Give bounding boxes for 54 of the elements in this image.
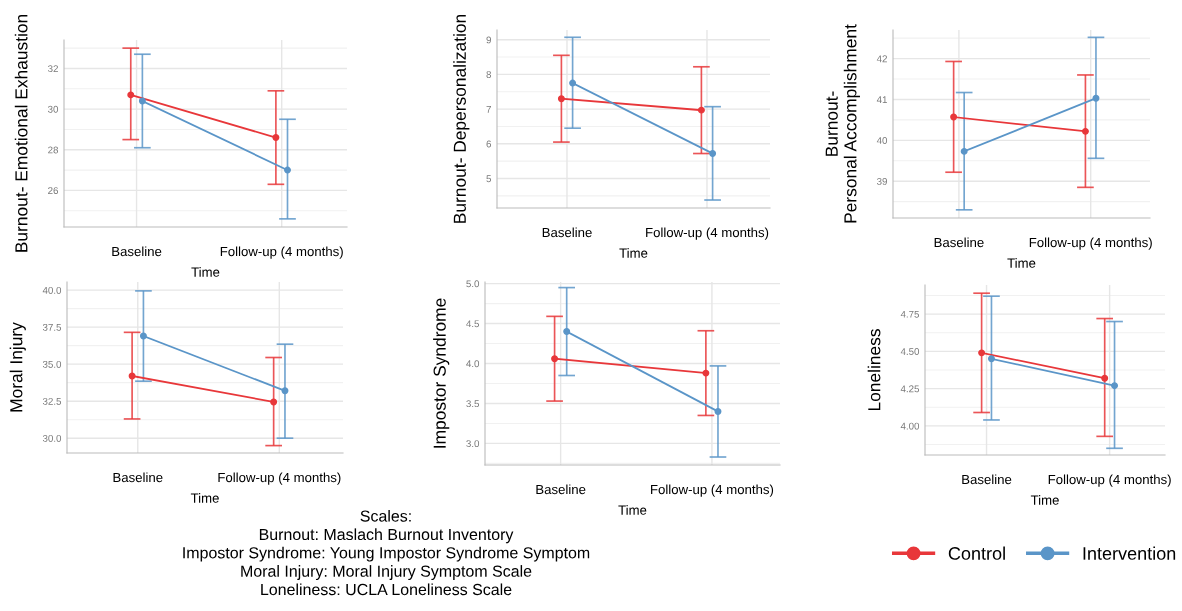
y-tick-label: 4.75 <box>900 310 920 318</box>
y-tick-label: 30 <box>48 105 59 113</box>
y-tick-label: 32 <box>48 65 58 73</box>
y-tick-label: 41 <box>876 96 887 103</box>
y-tick-label: 42 <box>876 55 887 63</box>
x-tick-label: Follow-up (4 months) <box>220 246 343 259</box>
x-axis-title: Time <box>1007 258 1036 268</box>
legend-label: Intervention <box>1083 546 1176 560</box>
y-axis-title: Burnout- Emotional Exhaustion <box>14 14 28 252</box>
x-tick-label: Baseline <box>536 484 586 495</box>
x-tick-label: Follow-up (4 months) <box>651 484 774 497</box>
x-tick-label: Follow-up (4 months) <box>218 472 341 485</box>
y-tick-label: 35.0 <box>42 360 62 368</box>
x-tick-label: Baseline <box>112 246 162 257</box>
y-tick-label: 30.0 <box>42 434 62 442</box>
y-tick-label: 40.0 <box>42 286 62 294</box>
text: Scales: Burnout: Maslach Burnout Inventory Impostor Syndrome: Young Impostor Syndrome Symptom Moral Injury: Moral Injury Symptom Scale Loneliness: UCLA Loneliness Scale <box>183 510 590 596</box>
y-tick-label: 39 <box>877 177 887 185</box>
x-tick-label: Follow-up (4 months) <box>646 227 769 240</box>
y-tick-label: 28 <box>48 146 59 154</box>
x-axis-title: Time <box>618 505 647 515</box>
x-axis-title: Time <box>191 267 220 277</box>
x-tick-label: Baseline <box>113 472 163 483</box>
y-tick-label: 9 <box>486 36 491 44</box>
y-tick-label: 4.00 <box>900 422 920 430</box>
y-tick-label: 3.0 <box>466 440 480 448</box>
y-axis-title: Moral Injury <box>9 322 26 412</box>
y-axis-title: Loneliness <box>867 329 881 411</box>
x-tick-label: Follow-up (4 months) <box>1048 474 1171 487</box>
y-tick-label: 7 <box>486 105 491 113</box>
y-tick-label: 37.5 <box>42 323 62 331</box>
x-tick-label: Baseline <box>542 227 592 238</box>
y-axis-title: Burnout- Personal Accomplishment <box>825 24 860 223</box>
y-axis-title: Impostor Syndrome <box>433 298 450 448</box>
x-axis-title: Time <box>619 248 648 258</box>
y-axis-title: Burnout- Depersonalization <box>453 14 470 223</box>
y-tick-label: 5.0 <box>466 280 480 288</box>
y-tick-label: 4.50 <box>900 348 920 355</box>
x-tick-label: Baseline <box>962 474 1012 485</box>
y-tick-label: 8 <box>486 71 492 79</box>
legend-label: Control <box>948 546 1005 560</box>
y-tick-label: 3.5 <box>466 400 480 408</box>
x-tick-label: Follow-up (4 months) <box>1029 237 1152 250</box>
y-tick-label: 32.5 <box>42 397 62 405</box>
x-tick-label: Baseline <box>934 237 984 248</box>
y-tick-label: 4.5 <box>466 320 480 328</box>
x-axis-title: Time <box>190 493 219 503</box>
y-tick-label: 4.0 <box>466 360 480 368</box>
y-tick-label: 4.25 <box>900 385 920 393</box>
y-tick-label: 5 <box>486 175 492 183</box>
x-axis-title: Time <box>1030 495 1059 505</box>
y-tick-label: 26 <box>48 187 59 195</box>
y-tick-label: 6 <box>486 140 492 148</box>
y-tick-label: 40 <box>876 137 888 144</box>
